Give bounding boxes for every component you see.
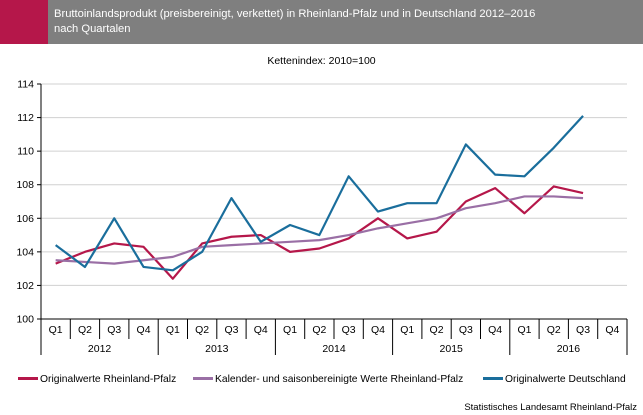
legend-item-rlp-adjusted: Kalender- und saisonbereinigte Werte Rhe… [193,374,463,385]
xtick-label-7: Q4 [254,324,268,336]
header-accent [0,0,48,44]
ytick-label-108: 108 [16,179,34,191]
xtick-label-3: Q4 [137,324,151,336]
year-label-2014: 2014 [322,343,346,355]
legend-label-de-original: Originalwerte Deutschland [505,374,626,385]
xtick-label-14: Q3 [459,324,473,336]
source-note: Statistisches Landesamt Rheinland-Pfalz [464,402,637,413]
ytick-label-110: 110 [17,146,34,158]
legend-label-rlp-original: Originalwerte Rheinland-Pfalz [40,374,177,385]
legend: Originalwerte Rheinland-Pfalz Kalender- … [0,374,643,388]
series-line-0 [55,185,584,280]
series-line-1 [55,195,584,265]
xtick-label-5: Q2 [195,324,209,336]
ytick-label-104: 104 [16,246,34,258]
legend-swatch-de-original [483,376,503,380]
ytick-label-114: 114 [17,79,34,91]
xtick-label-13: Q2 [430,324,444,336]
legend-swatch-rlp-original [18,376,38,380]
xtick-label-18: Q3 [576,324,590,336]
ytick-label-102: 102 [16,280,34,292]
ytick-label-112: 112 [17,112,34,124]
year-label-2012: 2012 [88,343,112,355]
ytick-label-100: 100 [16,314,34,326]
xtick-label-12: Q1 [400,324,414,336]
xtick-label-8: Q1 [283,324,297,336]
legend-label-rlp-adjusted: Kalender- und saisonbereinigte Werte Rhe… [215,374,464,385]
xtick-label-19: Q4 [605,324,619,336]
series-line-2 [54,115,584,272]
chart-title-line1: Bruttoinlandsprodukt (preisbereinigt, ve… [54,8,536,20]
year-label-2015: 2015 [440,343,464,355]
xtick-label-4: Q1 [166,324,180,336]
xtick-label-2: Q3 [107,324,121,336]
year-label-2013: 2013 [205,343,229,355]
chart-title-line2: nach Quartalen [54,23,131,35]
xtick-label-11: Q4 [371,324,385,336]
xtick-label-17: Q2 [547,324,561,336]
year-label-2016: 2016 [557,343,581,355]
xtick-label-16: Q1 [517,324,531,336]
ytick-label-106: 106 [16,213,34,225]
xtick-label-15: Q4 [488,324,502,336]
xtick-label-0: Q1 [49,324,63,336]
chart-subtitle: Kettenindex: 2010=100 [267,55,376,67]
legend-item-rlp-original: Originalwerte Rheinland-Pfalz [18,374,176,385]
legend-item-de-original: Originalwerte Deutschland [483,374,626,385]
chart-title: Bruttoinlandsprodukt (preisbereinigt, ve… [54,7,535,37]
xtick-label-1: Q2 [78,324,92,336]
header-bar: Bruttoinlandsprodukt (preisbereinigt, ve… [0,0,643,44]
xtick-label-6: Q3 [224,324,238,336]
xtick-label-10: Q3 [342,324,356,336]
legend-swatch-rlp-adjusted [193,376,213,380]
xtick-label-9: Q2 [312,324,326,336]
